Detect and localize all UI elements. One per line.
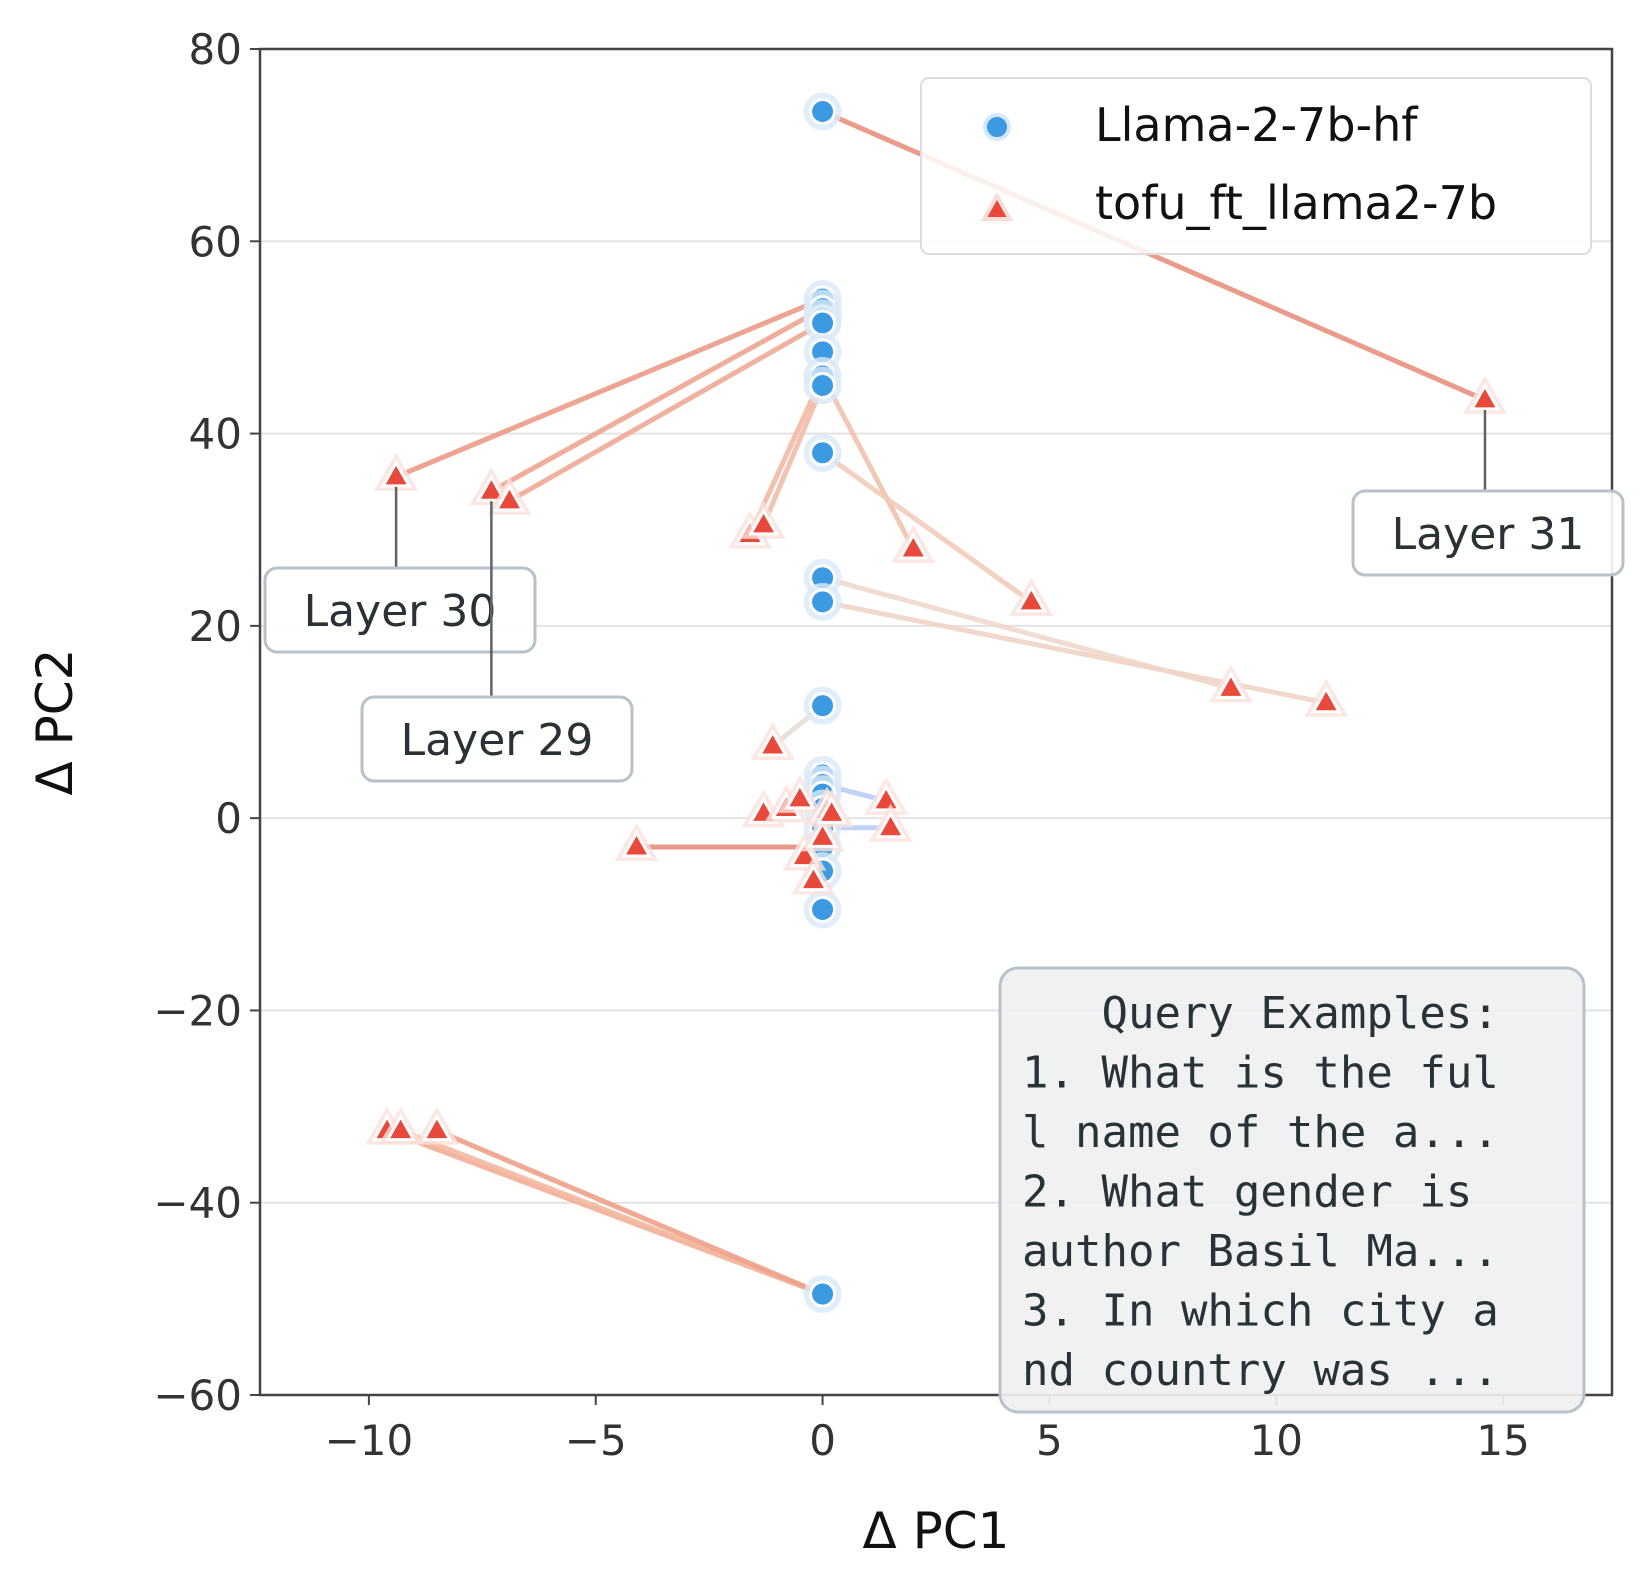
point-tofu [788, 839, 821, 868]
point-llama [809, 1280, 837, 1308]
connection-line [820, 374, 916, 551]
point-tofu [797, 863, 830, 892]
annotation-label: Layer 31 [1392, 509, 1585, 560]
y-tick-label: 60 [189, 217, 242, 266]
query-example-line: nd country was ... [1022, 1345, 1499, 1396]
query-example-line: 1. What is the ful [1022, 1048, 1499, 1099]
y-tick-label: −60 [153, 1371, 242, 1420]
point-tofu [475, 474, 507, 502]
annotation-box [263, 566, 537, 654]
point-tofu [421, 1113, 453, 1142]
connection-line [821, 450, 1033, 604]
point-llama [809, 692, 837, 720]
layer-annotations: Layer 31 Layer 30 Layer 29 [263, 409, 1625, 783]
query-examples-box: Query Examples: 1. What is the ful l name … [998, 966, 1586, 1414]
point-llama [809, 309, 837, 337]
point-tofu [757, 728, 789, 757]
legend: Llama-2-7b-hf tofu_ft_llama2-7b [920, 77, 1592, 255]
query-example-line: 2. What gender is [1022, 1167, 1499, 1218]
point-tofu [897, 531, 929, 560]
point-tofu [385, 1113, 417, 1142]
y-tick-label: −20 [153, 986, 242, 1035]
x-tick-label: −10 [325, 1416, 414, 1465]
connection-line [395, 296, 824, 480]
x-tick-label: 10 [1250, 1416, 1303, 1465]
connection-lines [386, 109, 1486, 1297]
point-llama [809, 97, 837, 125]
y-tick-label: 20 [189, 602, 242, 651]
point-tofu [875, 810, 907, 839]
point-llama [809, 372, 837, 399]
connection-line [822, 599, 1327, 706]
annotation-box [1351, 489, 1625, 577]
x-tick-label: 5 [1036, 1416, 1063, 1465]
legend-label-tofu: tofu_ft_llama2-7b [1095, 176, 1497, 230]
data-points [365, 92, 1507, 1314]
point-tofu [620, 829, 653, 858]
annotation-box [360, 695, 634, 783]
y-tick-label: 0 [215, 794, 242, 843]
x-tick-label: 0 [809, 1416, 836, 1465]
annotation-label: Layer 30 [304, 586, 497, 637]
point-tofu [1015, 584, 1047, 613]
legend-label-llama: Llama-2-7b-hf [1095, 98, 1419, 152]
point-tofu [1215, 671, 1247, 699]
query-example-line: Query Examples: [1022, 988, 1499, 1039]
ticks: −60 −40 −20 0 20 40 60 80 −10 −5 0 5 10 15 [153, 25, 1529, 1465]
connection-line [435, 1128, 824, 1297]
x-tick-label: 15 [1476, 1416, 1529, 1465]
point-tofu [380, 459, 412, 488]
query-example-line: 3. In which city a [1022, 1286, 1499, 1337]
query-example-line: author Basil Ma... [1022, 1226, 1499, 1277]
point-llama [809, 895, 837, 923]
point-tofu [1469, 382, 1501, 411]
connection-line [761, 384, 825, 526]
point-tofu [493, 483, 526, 512]
legend-marker-tofu [980, 191, 1014, 221]
annotation-label: Layer 29 [401, 715, 594, 766]
y-tick-label: 40 [189, 410, 242, 459]
x-tick-label: −5 [565, 1416, 627, 1465]
point-tofu [1310, 685, 1342, 714]
y-tick-label: −40 [153, 1179, 242, 1228]
plot-frame [258, 47, 1614, 1397]
point-llama [809, 439, 837, 467]
point-tofu [748, 507, 780, 536]
point-llama [809, 588, 837, 616]
point-tofu [816, 796, 848, 824]
connection-line [508, 320, 824, 504]
y-tick-label: 80 [189, 25, 242, 74]
point-tofu [807, 820, 839, 848]
point-tofu [870, 783, 902, 812]
point-tofu [784, 781, 816, 810]
x-axis-label: Δ PC1 [863, 1502, 1010, 1560]
y-axis-label: Δ PC2 [26, 649, 84, 796]
connection-line [490, 306, 824, 494]
query-example-line: l name of the a... [1022, 1107, 1499, 1158]
legend-marker-llama [983, 113, 1011, 141]
